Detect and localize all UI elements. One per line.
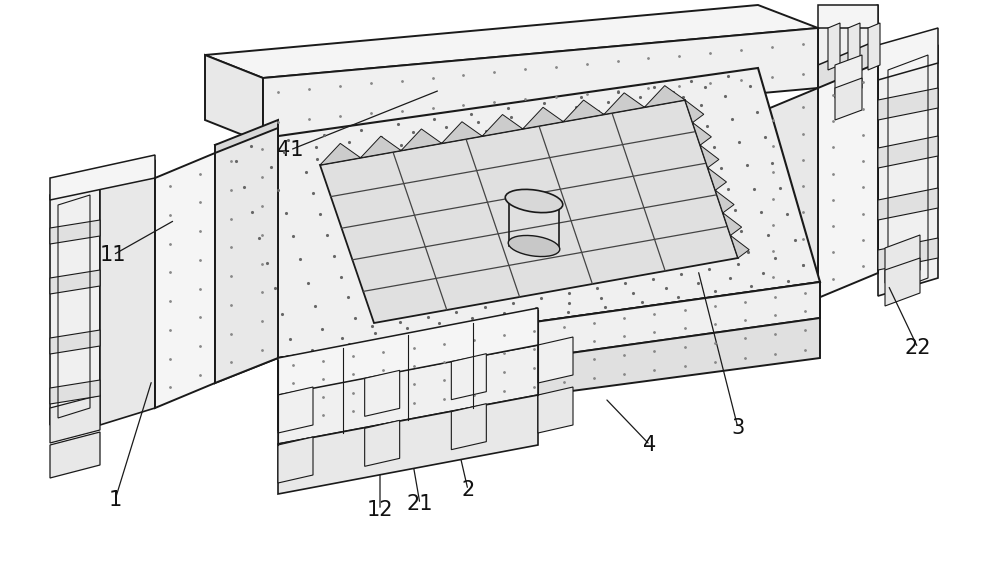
Polygon shape: [758, 88, 818, 323]
Polygon shape: [451, 354, 486, 400]
Polygon shape: [320, 100, 738, 323]
Text: 3: 3: [731, 418, 745, 438]
Polygon shape: [604, 93, 644, 115]
Polygon shape: [442, 122, 482, 143]
Polygon shape: [451, 404, 486, 450]
Polygon shape: [538, 387, 573, 433]
Polygon shape: [835, 78, 862, 120]
Polygon shape: [365, 420, 400, 467]
Ellipse shape: [508, 236, 560, 256]
Polygon shape: [215, 128, 278, 383]
Ellipse shape: [505, 190, 563, 213]
Polygon shape: [278, 387, 313, 433]
Polygon shape: [155, 153, 215, 408]
Text: 2: 2: [461, 480, 475, 500]
Polygon shape: [878, 188, 938, 220]
Polygon shape: [278, 318, 820, 430]
Text: 4: 4: [643, 435, 657, 455]
Polygon shape: [523, 107, 563, 129]
Polygon shape: [50, 330, 100, 354]
Text: 12: 12: [367, 500, 393, 520]
Polygon shape: [50, 270, 100, 294]
Polygon shape: [263, 28, 818, 138]
Text: 22: 22: [905, 338, 931, 358]
Polygon shape: [278, 282, 820, 394]
Polygon shape: [50, 380, 100, 404]
Polygon shape: [730, 236, 749, 258]
Polygon shape: [50, 432, 100, 478]
Polygon shape: [885, 258, 920, 306]
Polygon shape: [818, 40, 878, 113]
Polygon shape: [644, 86, 685, 107]
Polygon shape: [50, 178, 100, 425]
Text: 1: 1: [108, 490, 122, 510]
Text: 41: 41: [277, 140, 303, 160]
Polygon shape: [401, 129, 442, 150]
Polygon shape: [50, 220, 100, 244]
Polygon shape: [828, 23, 840, 70]
Polygon shape: [50, 155, 155, 200]
Polygon shape: [538, 337, 573, 383]
Polygon shape: [723, 213, 742, 236]
Polygon shape: [685, 100, 704, 123]
Polygon shape: [278, 437, 313, 483]
Polygon shape: [835, 55, 862, 98]
Polygon shape: [215, 68, 820, 358]
Polygon shape: [818, 63, 878, 298]
Polygon shape: [205, 55, 263, 143]
Polygon shape: [278, 282, 820, 394]
Text: 11: 11: [100, 245, 126, 265]
Polygon shape: [361, 136, 401, 158]
Polygon shape: [215, 120, 278, 383]
Polygon shape: [885, 235, 920, 283]
Polygon shape: [818, 5, 878, 88]
Polygon shape: [878, 88, 938, 120]
Polygon shape: [320, 143, 361, 165]
Polygon shape: [848, 23, 860, 70]
Polygon shape: [708, 168, 726, 190]
Polygon shape: [278, 395, 538, 494]
Polygon shape: [278, 345, 538, 444]
Polygon shape: [205, 5, 818, 78]
Polygon shape: [693, 123, 711, 145]
Text: 21: 21: [407, 494, 433, 514]
Polygon shape: [700, 145, 719, 168]
Polygon shape: [50, 395, 100, 443]
Polygon shape: [878, 238, 938, 270]
Polygon shape: [563, 100, 604, 122]
Polygon shape: [715, 190, 734, 213]
Polygon shape: [868, 23, 880, 70]
Polygon shape: [878, 136, 938, 168]
Polygon shape: [482, 115, 523, 136]
Polygon shape: [278, 308, 538, 395]
Polygon shape: [365, 370, 400, 416]
Polygon shape: [878, 28, 938, 80]
Polygon shape: [878, 45, 938, 296]
Polygon shape: [818, 5, 878, 28]
Polygon shape: [100, 160, 155, 425]
